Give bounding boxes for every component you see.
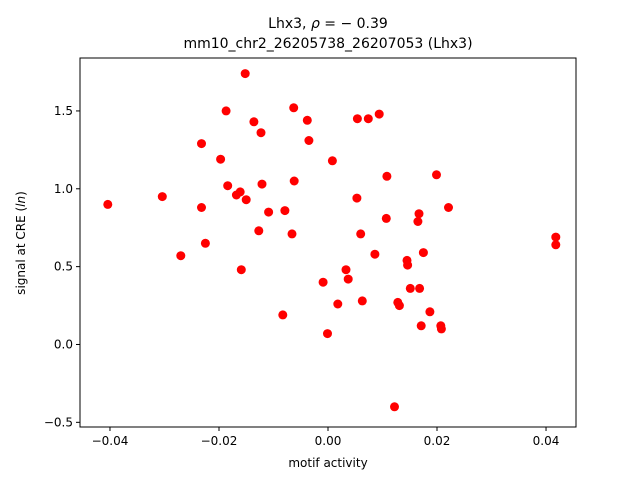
- x-tick-label: 0.04: [533, 434, 560, 448]
- plot-frame: [79, 57, 577, 428]
- data-point: [444, 203, 453, 212]
- data-point: [200, 238, 210, 248]
- data-point: [240, 69, 250, 79]
- data-point: [197, 203, 206, 212]
- data-point: [436, 324, 446, 334]
- x-axis-label: motif activity: [288, 456, 367, 470]
- data-point: [176, 251, 186, 261]
- data-point: [278, 310, 288, 320]
- y-tick-label: 1.5: [54, 104, 73, 118]
- data-point: [323, 329, 332, 339]
- data-point: [413, 217, 423, 226]
- x-axis-ticks: −0.04 −0.02 0.00 0.02 0.04: [92, 427, 560, 448]
- data-point: [241, 195, 251, 205]
- chart-title-line2: mm10_chr2_26205738_26207053 (Lhx3): [183, 36, 472, 52]
- data-point: [425, 307, 435, 317]
- data-point: [352, 193, 362, 203]
- data-point: [287, 229, 297, 239]
- data-point: [418, 248, 428, 258]
- chart-title-line1: Lhx3, ρ = − 0.39: [268, 16, 388, 32]
- data-point: [302, 115, 312, 125]
- data-point: [289, 103, 299, 113]
- data-point: [343, 274, 353, 284]
- data-point: [352, 114, 362, 124]
- data-point: [403, 260, 413, 270]
- data-point: [257, 179, 267, 189]
- x-tick-label: 0.02: [424, 434, 451, 448]
- data-point: [341, 265, 351, 275]
- data-point: [304, 136, 314, 145]
- x-tick-label: −0.04: [92, 434, 129, 448]
- data-point: [235, 187, 245, 197]
- data-point: [197, 139, 206, 149]
- x-tick-label: 0.00: [315, 434, 342, 448]
- data-point: [432, 170, 441, 180]
- data-point: [221, 106, 231, 116]
- data-point: [333, 299, 343, 309]
- data-point: [374, 109, 384, 119]
- data-point: [356, 229, 366, 239]
- data-point: [264, 207, 274, 217]
- data-point: [370, 249, 380, 259]
- data-point: [103, 199, 113, 209]
- y-tick-label: −0.5: [44, 415, 73, 429]
- data-point: [414, 209, 424, 219]
- data-point: [289, 176, 299, 186]
- x-tick-label: −0.02: [201, 434, 238, 448]
- data-point: [216, 154, 226, 164]
- y-tick-label: 0.0: [54, 337, 73, 351]
- data-point: [249, 117, 259, 127]
- y-axis-label: signal at CRE (ln): [14, 191, 28, 295]
- data-point: [318, 277, 328, 287]
- data-point: [256, 128, 266, 138]
- y-axis-ticks: −0.5 0.0 0.5 1.0 1.5: [44, 104, 80, 429]
- data-point: [236, 265, 246, 275]
- data-point: [223, 181, 233, 191]
- data-point: [382, 171, 392, 181]
- data-point: [416, 321, 426, 331]
- data-point: [551, 240, 561, 250]
- data-point: [280, 206, 290, 216]
- y-tick-label: 0.5: [54, 260, 73, 274]
- data-point: [254, 226, 264, 236]
- data-point: [394, 301, 404, 311]
- data-point: [405, 283, 415, 293]
- data-point: [357, 296, 367, 306]
- data-point: [363, 114, 373, 124]
- data-point: [390, 402, 399, 412]
- data-point: [157, 192, 167, 202]
- data-point: [381, 213, 391, 223]
- y-tick-label: 1.0: [54, 182, 73, 196]
- data-points: [103, 69, 561, 412]
- data-point: [327, 156, 337, 166]
- data-point: [551, 232, 561, 242]
- data-point: [415, 283, 425, 293]
